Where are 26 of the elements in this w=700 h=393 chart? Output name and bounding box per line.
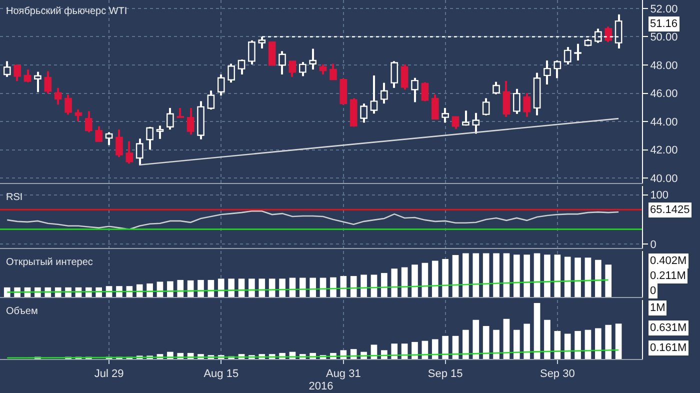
- y-tick-label: 40.00: [650, 172, 678, 185]
- text: RSI: [6, 192, 23, 203]
- text: 0.631M: [650, 322, 687, 334]
- x-tick-label: Jul 29: [94, 368, 124, 380]
- text: 0.402M: [650, 255, 687, 267]
- y-tick-label: 44.00: [650, 116, 678, 128]
- y-tick-label: 52.00: [650, 3, 678, 16]
- x-tick-label: Aug 15: [204, 368, 239, 380]
- x-axis-title: 2016: [308, 380, 334, 392]
- text: 1M: [650, 302, 666, 314]
- text: Ноябрьский фьючерс WTI: [6, 6, 128, 17]
- y-tick-label: 48.00: [650, 60, 678, 72]
- text: 0.211M: [650, 270, 686, 282]
- y-tick-label: 46.00: [650, 88, 678, 100]
- x-tick-label: Sep 15: [428, 368, 463, 380]
- x-tick-label: Sep 30: [540, 368, 575, 380]
- text: 0.161M: [650, 342, 687, 354]
- y-tick-label: 0: [650, 238, 656, 251]
- text: 65.1425: [650, 204, 690, 216]
- x-tick-label: Aug 31: [326, 368, 361, 380]
- y-tick-label: 42.00: [650, 144, 678, 157]
- y-tick-label: 100: [650, 190, 669, 202]
- y-tick-label: 50.00: [650, 32, 678, 44]
- chart-title: Открытый интерес: [6, 257, 93, 268]
- chart-title: Объем: [6, 306, 38, 317]
- text: 51.16: [650, 18, 678, 30]
